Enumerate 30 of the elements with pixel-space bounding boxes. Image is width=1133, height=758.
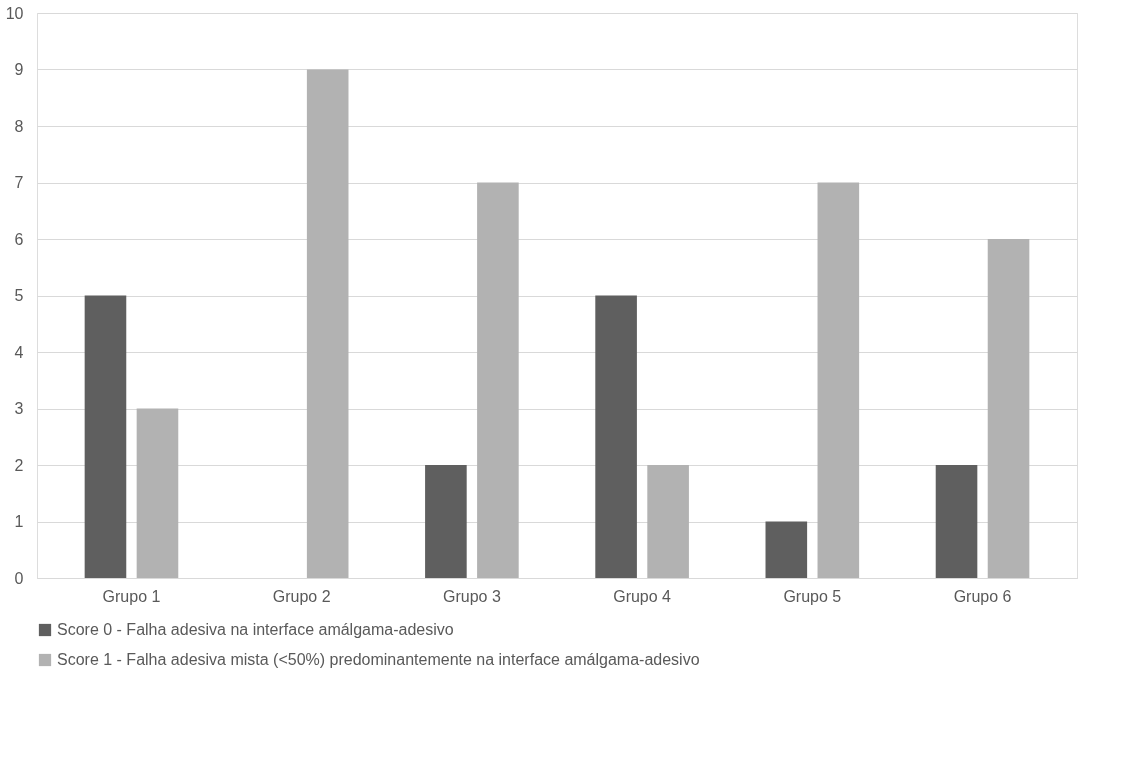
x-tick-label: Grupo 5: [783, 587, 842, 605]
bar: [306, 69, 349, 578]
x-tick-label: Grupo 4: [613, 587, 672, 605]
bar: [987, 239, 1030, 578]
y-tick-label: 7: [14, 174, 24, 191]
y-tick-label: 1: [14, 513, 24, 530]
bar: [84, 295, 127, 578]
bar: [935, 465, 978, 578]
bar: [136, 408, 179, 578]
x-tick-label: Grupo 6: [953, 587, 1012, 605]
y-tick-label: 2: [14, 456, 24, 474]
y-tick-label: 10: [5, 4, 24, 22]
bar: [765, 521, 808, 578]
y-tick-label: 0: [14, 569, 24, 587]
y-tick-label: 4: [14, 343, 24, 361]
legend-label: Score 1 - Falha adesiva mista (<50%) predominantemente na interface amálgama-adesivo: [57, 651, 700, 668]
y-tick-label: 8: [14, 117, 24, 135]
x-tick-label: Grupo 2: [272, 587, 331, 605]
y-tick-label: 5: [14, 287, 24, 304]
y-tick-label: 3: [14, 400, 24, 417]
bar: [817, 182, 860, 578]
bar: [595, 295, 637, 578]
bar: [477, 182, 519, 578]
bar: [647, 465, 689, 578]
x-tick-label: Grupo 1: [102, 587, 161, 605]
y-tick-label: 6: [14, 230, 24, 248]
legend-label: Score 0 - Falha adesiva na interface amálgama-adesivo: [57, 621, 454, 638]
y-tick-label: 9: [14, 61, 24, 78]
x-tick-label: Grupo 3: [442, 587, 501, 605]
bar: [425, 465, 467, 578]
